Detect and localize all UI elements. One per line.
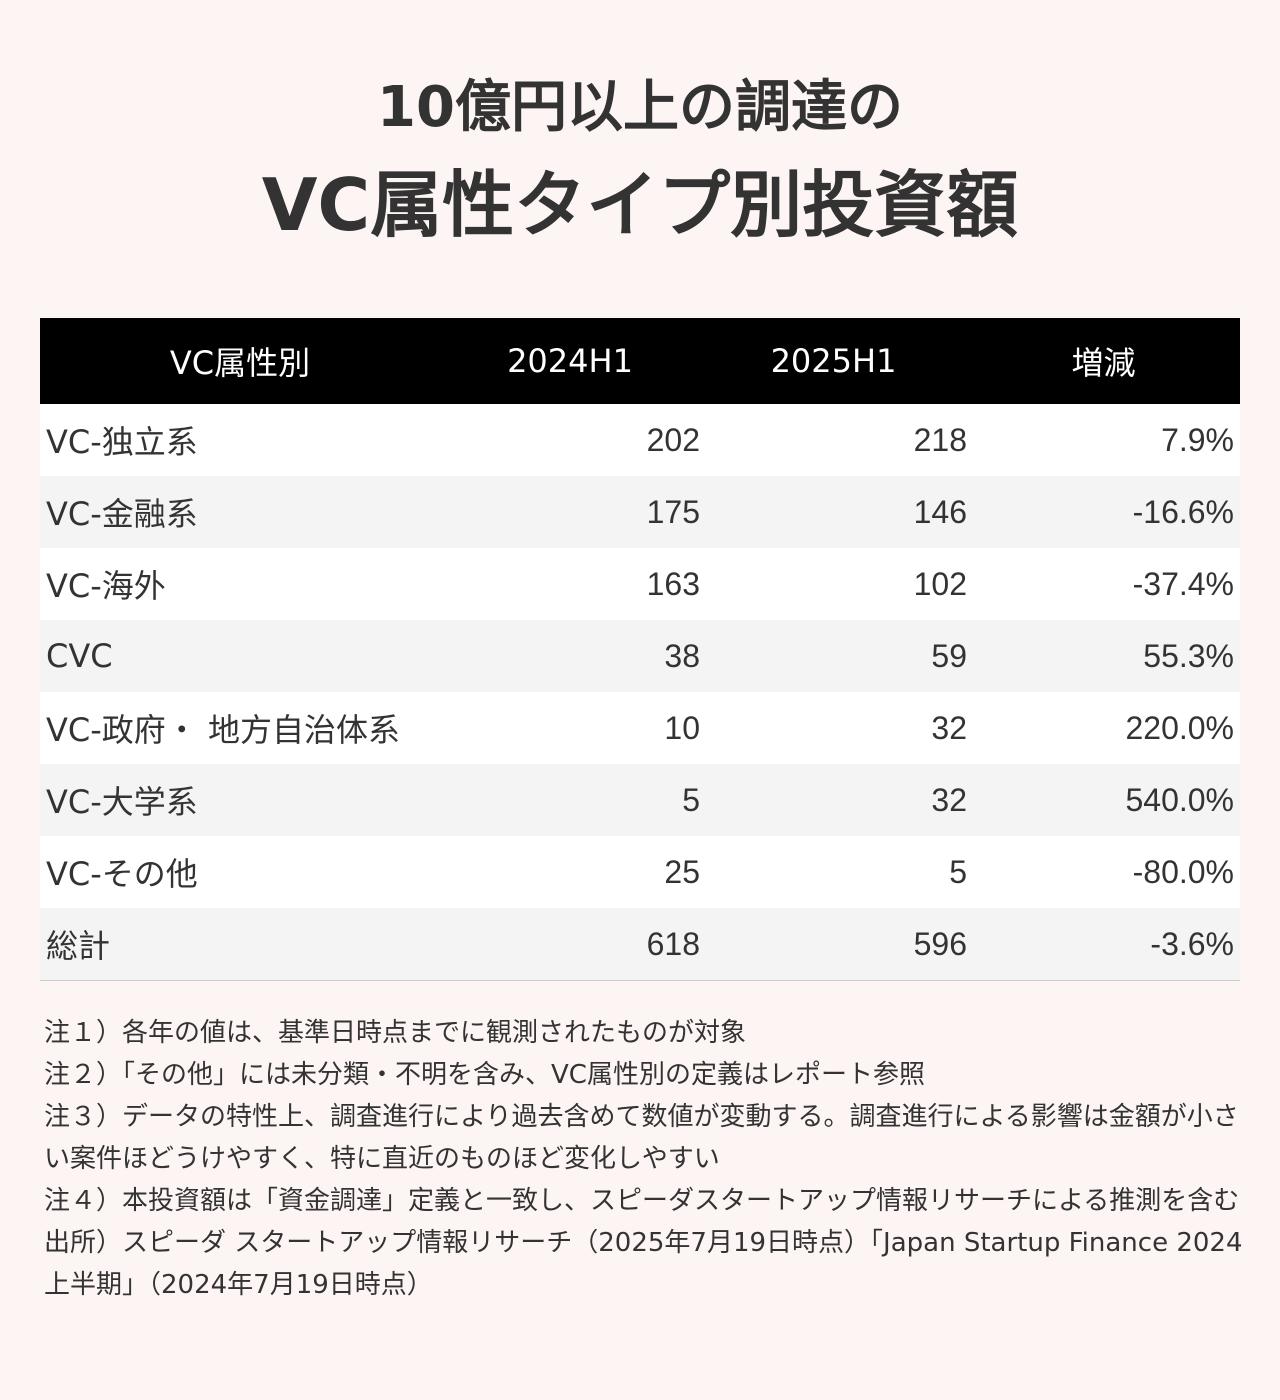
- footnote-1: 注１）各年の値は、基準日時点までに観測されたものが対象: [44, 1018, 747, 1048]
- value-change: 220.0%: [967, 692, 1240, 764]
- table-row: VC-政府・ 地方自治体系 10 32 220.0%: [40, 692, 1240, 764]
- value-change: -37.4%: [967, 548, 1240, 620]
- footnote-2: 注２）「その他」には未分類・不明を含み、VC属性別の定義はレポート参照: [44, 1060, 925, 1090]
- value-2024h1: 38: [440, 620, 700, 692]
- value-change: 540.0%: [967, 764, 1240, 836]
- column-header-2024h1: 2024H1: [440, 318, 700, 404]
- value-2024h1: 202: [440, 404, 700, 476]
- value-change: 55.3%: [967, 620, 1240, 692]
- value-2024h1: 163: [440, 548, 700, 620]
- value-2025h1: 146: [700, 476, 967, 548]
- value-change: 7.9%: [967, 404, 1240, 476]
- row-label: VC-海外: [40, 548, 440, 620]
- value-2024h1: 618: [440, 908, 700, 981]
- table-header-row: VC属性別 2024H1 2025H1 増減: [40, 318, 1240, 404]
- table-row: VC-大学系 5 32 540.0%: [40, 764, 1240, 836]
- value-2025h1: 32: [700, 764, 967, 836]
- column-header-2025h1: 2025H1: [700, 318, 967, 404]
- value-2024h1: 175: [440, 476, 700, 548]
- table-row: 総計 618 596 -3.6%: [40, 908, 1240, 981]
- footnote-3: 注３）データの特性上、調査進行により過去含めて数値が変動する。調査進行による影響…: [44, 1102, 1239, 1174]
- value-2025h1: 5: [700, 836, 967, 908]
- row-label: CVC: [40, 620, 440, 692]
- value-2025h1: 596: [700, 908, 967, 981]
- table-row: VC-独立系 202 218 7.9%: [40, 404, 1240, 476]
- value-2025h1: 102: [700, 548, 967, 620]
- value-2025h1: 32: [700, 692, 967, 764]
- value-2024h1: 5: [440, 764, 700, 836]
- row-label: VC-その他: [40, 836, 440, 908]
- value-2024h1: 10: [440, 692, 700, 764]
- column-header-attribute: VC属性別: [40, 318, 440, 404]
- table-row: VC-海外 163 102 -37.4%: [40, 548, 1240, 620]
- column-header-change: 増減: [967, 318, 1240, 404]
- table-body: VC-独立系 202 218 7.9% VC-金融系 175 146 -16.6% VC-海外 1…: [40, 404, 1240, 981]
- table-row: VC-その他 25 5 -80.0%: [40, 836, 1240, 908]
- value-change: -3.6%: [967, 908, 1240, 981]
- row-label: VC-金融系: [40, 476, 440, 548]
- table-row: CVC 38 59 55.3%: [40, 620, 1240, 692]
- footnote-4: 注４）本投資額は「資金調達」定義と一致し、スピーダスタートアップ情報リサーチによ…: [44, 1186, 1240, 1216]
- table-row: VC-金融系 175 146 -16.6%: [40, 476, 1240, 548]
- row-label: 総計: [40, 908, 440, 981]
- investment-table: VC属性別 2024H1 2025H1 増減 VC-独立系 202 218 7.9% V…: [40, 318, 1240, 981]
- source-note: 出所）スピーダ スタートアップ情報リサーチ（2025年7月19日時点）「Japa…: [44, 1228, 1243, 1300]
- row-label: VC-独立系: [40, 404, 440, 476]
- row-label: VC-大学系: [40, 764, 440, 836]
- value-change: -80.0%: [967, 836, 1240, 908]
- footnotes: 注１）各年の値は、基準日時点までに観測されたものが対象 注２）「その他」には未分…: [44, 1012, 1244, 1306]
- value-2025h1: 59: [700, 620, 967, 692]
- title-line-2: VC属性タイプ別投資額: [261, 163, 1019, 247]
- value-2025h1: 218: [700, 404, 967, 476]
- title-line-1: 10億円以上の調達の: [377, 75, 903, 140]
- value-change: -16.6%: [967, 476, 1240, 548]
- value-2024h1: 25: [440, 836, 700, 908]
- row-label: VC-政府・ 地方自治体系: [40, 692, 440, 764]
